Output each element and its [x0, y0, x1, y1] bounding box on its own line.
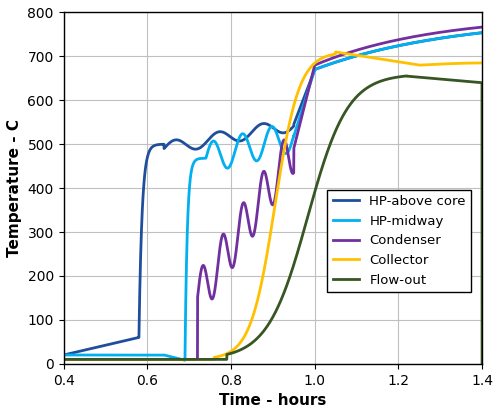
HP-above core	[136, 297, 142, 302]
Flow-out	[479, 361, 485, 366]
Line: HP-midway: HP-midway	[64, 33, 482, 360]
Collector	[312, 61, 318, 66]
HP-midway	[136, 352, 142, 357]
HP-above core	[479, 30, 485, 35]
HP-midway	[333, 60, 339, 65]
Condenser	[312, 63, 318, 68]
HP-above core	[312, 67, 318, 72]
Flow-out	[404, 73, 409, 78]
HP-midway	[479, 30, 485, 35]
Condenser	[136, 357, 142, 362]
Condenser	[404, 35, 410, 40]
Collector	[136, 357, 142, 362]
Flow-out	[404, 74, 410, 79]
HP-midway	[60, 352, 66, 357]
HP-midway	[312, 67, 318, 72]
Collector	[60, 357, 66, 362]
HP-above core	[220, 130, 226, 135]
Legend: HP-above core, HP-midway, Condenser, Collector, Flow-out: HP-above core, HP-midway, Condenser, Col…	[328, 190, 472, 292]
X-axis label: Time - hours: Time - hours	[219, 393, 326, 408]
HP-midway	[373, 48, 379, 53]
Condenser	[220, 232, 226, 237]
Collector	[479, 61, 485, 66]
Collector	[220, 352, 226, 357]
Collector	[332, 49, 338, 54]
Condenser	[479, 24, 485, 29]
Collector	[404, 61, 410, 66]
Collector	[373, 56, 379, 61]
Flow-out	[312, 190, 318, 195]
HP-above core	[332, 60, 338, 65]
Flow-out	[332, 128, 338, 133]
Condenser	[373, 42, 379, 47]
Line: Condenser: Condenser	[64, 27, 482, 359]
Flow-out	[220, 357, 226, 362]
HP-above core	[373, 48, 379, 53]
HP-above core	[404, 42, 410, 46]
Y-axis label: Temperature - C: Temperature - C	[7, 119, 22, 257]
HP-above core	[60, 352, 66, 357]
Condenser	[332, 54, 338, 59]
Line: HP-above core: HP-above core	[64, 33, 482, 355]
Flow-out	[60, 357, 66, 362]
HP-midway	[404, 42, 410, 46]
HP-midway	[220, 161, 226, 166]
Condenser	[60, 357, 66, 362]
HP-midway	[182, 358, 188, 363]
Line: Collector: Collector	[64, 52, 482, 359]
Flow-out	[136, 357, 142, 362]
Line: Flow-out: Flow-out	[64, 76, 482, 364]
Flow-out	[373, 81, 379, 85]
Collector	[333, 49, 339, 54]
